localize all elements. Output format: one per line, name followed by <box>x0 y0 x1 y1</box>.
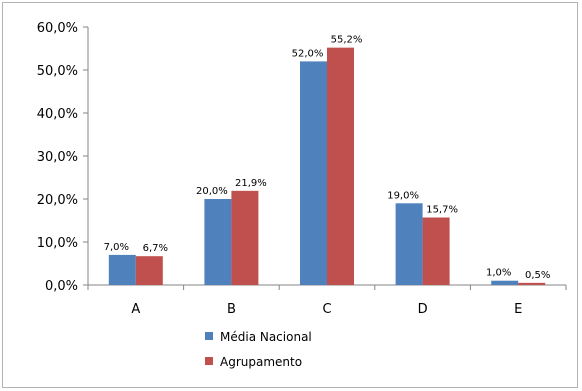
data-label: 21,9% <box>235 178 267 189</box>
x-tick-label: B <box>227 302 236 317</box>
bar-media-nacional <box>491 280 519 285</box>
bar-media-nacional <box>204 199 232 285</box>
data-label: 55,2% <box>331 35 363 46</box>
data-label: 0,5% <box>525 270 550 281</box>
legend-label: Média Nacional <box>220 330 312 344</box>
data-label: 1,0% <box>486 268 511 279</box>
y-tick-label: 30,0% <box>37 150 78 165</box>
data-label: 6,7% <box>143 243 168 254</box>
legend-swatch <box>205 357 213 365</box>
data-label: 15,7% <box>426 204 458 215</box>
y-tick-label: 40,0% <box>37 107 78 122</box>
bar-agrupamento <box>518 282 546 285</box>
bar-agrupamento <box>327 47 354 285</box>
y-tick-label: 50,0% <box>37 64 78 79</box>
bar-agrupamento <box>422 217 450 285</box>
y-tick-label: 0,0% <box>45 279 78 294</box>
x-tick-label: D <box>418 302 428 317</box>
chart-frame <box>2 2 578 388</box>
legend-label: Agrupamento <box>220 355 302 369</box>
y-tick-label: 60,0% <box>37 21 78 36</box>
data-label: 20,0% <box>196 186 228 197</box>
bar-agrupamento <box>231 190 259 285</box>
y-tick-label: 20,0% <box>37 193 78 208</box>
x-tick-label: E <box>514 302 522 317</box>
data-label: 7,0% <box>104 242 129 253</box>
bar-media-nacional <box>300 61 327 286</box>
bar-media-nacional <box>395 203 423 285</box>
x-tick-label: C <box>322 302 331 317</box>
bar-agrupamento <box>135 256 163 285</box>
legend-swatch <box>205 332 213 340</box>
y-tick-label: 10,0% <box>37 236 78 251</box>
bar-media-nacional <box>108 254 136 285</box>
data-label: 52,0% <box>292 48 324 59</box>
x-tick-label: A <box>131 302 140 317</box>
data-label: 19,0% <box>387 190 419 201</box>
